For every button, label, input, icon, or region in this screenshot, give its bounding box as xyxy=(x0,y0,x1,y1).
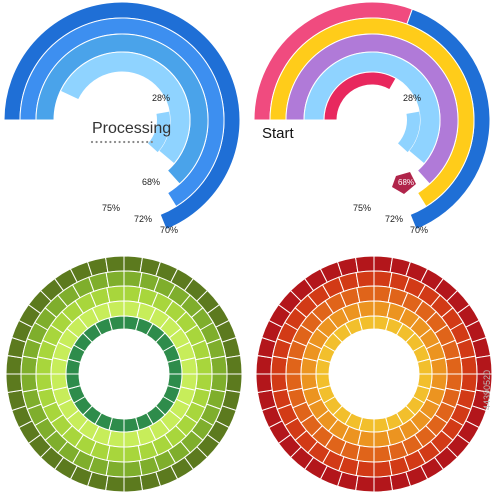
green-wheel-segment xyxy=(20,373,38,393)
red-wheel-segment xyxy=(373,460,393,478)
red-wheel-segment xyxy=(255,354,273,375)
processing-label-68: 68% xyxy=(142,177,160,187)
start-label-70: 70% xyxy=(410,225,428,235)
red-wheel-segment xyxy=(373,429,391,448)
processing-dot xyxy=(90,140,94,144)
green-wheel-segment xyxy=(195,356,213,375)
red-wheel-segment xyxy=(373,445,392,463)
green-wheel-segment xyxy=(225,373,243,394)
processing-label-72: 72% xyxy=(134,214,152,224)
start-arc-red xyxy=(323,71,397,121)
processing-dot xyxy=(136,140,140,144)
red-wheel-segment xyxy=(255,373,273,394)
red-wheel-segment xyxy=(357,300,375,319)
green-wheel-segment xyxy=(50,373,69,391)
red-wheel-segment xyxy=(285,373,303,392)
processing-dot xyxy=(146,140,149,144)
red-segmented-wheel xyxy=(255,255,493,493)
processing-label-70: 70% xyxy=(160,225,178,235)
green-wheel-segment xyxy=(123,445,142,463)
start-label-75: 75% xyxy=(353,203,371,213)
processing-dot xyxy=(100,140,103,144)
green-wheel-segment xyxy=(20,355,38,375)
processing-dot xyxy=(127,140,130,144)
green-wheel-segment xyxy=(35,373,53,392)
green-wheel-segment xyxy=(106,285,125,303)
processing-gauge: Processing 28% 68% 75% 72% 70% xyxy=(3,1,241,235)
green-wheel-segment xyxy=(107,300,125,319)
green-wheel-segment xyxy=(5,373,23,394)
red-wheel-segment xyxy=(270,355,288,375)
green-wheel-segment xyxy=(105,460,125,478)
start-label-68: 68% xyxy=(398,178,414,187)
green-wheel-segment xyxy=(179,357,198,375)
red-wheel-segment xyxy=(300,373,319,391)
processing-dot xyxy=(95,140,98,144)
red-wheel-segment xyxy=(416,358,433,375)
green-wheel-segment xyxy=(104,255,125,273)
watermark-number: 44390520 xyxy=(482,370,492,410)
green-wheel-segment xyxy=(123,255,144,273)
red-wheel-segment xyxy=(429,357,448,375)
green-wheel-segment xyxy=(105,270,125,288)
green-wheel-segment xyxy=(166,358,183,375)
green-wheel-segment xyxy=(123,429,141,448)
red-wheel-segment xyxy=(355,460,375,478)
processing-dot xyxy=(109,140,112,144)
processing-inner-arc xyxy=(148,111,170,153)
green-wheel-segment xyxy=(104,475,125,493)
processing-dot xyxy=(141,140,144,144)
red-wheel-segment xyxy=(354,475,375,493)
start-gauge: Start 28% 68% 75% 72% 70% xyxy=(253,1,491,235)
red-wheel-segment xyxy=(270,373,288,393)
red-wheel-segment xyxy=(373,270,393,288)
red-wheel-segment xyxy=(460,373,478,393)
green-wheel-segment xyxy=(210,355,228,375)
processing-caption: Processing xyxy=(92,120,171,137)
processing-dot xyxy=(150,140,153,144)
green-segmented-wheel xyxy=(5,255,243,493)
processing-dot xyxy=(104,140,107,144)
processing-dot xyxy=(123,140,126,144)
start-inner-arc xyxy=(398,111,421,153)
start-label-28: 28% xyxy=(403,93,421,103)
red-wheel-segment xyxy=(356,285,375,303)
green-wheel-segment xyxy=(123,270,143,288)
red-wheel-segment xyxy=(355,270,375,288)
red-wheel-segment xyxy=(354,255,375,273)
green-wheel-segment xyxy=(123,460,143,478)
start-highlight-marker xyxy=(392,172,416,194)
start-caption: Start xyxy=(262,125,295,142)
processing-dot xyxy=(113,140,117,144)
start-label-72: 72% xyxy=(385,214,403,224)
green-wheel-segment xyxy=(5,354,23,375)
processing-dot xyxy=(132,140,135,144)
green-wheel-segment xyxy=(210,373,228,393)
processing-arc-3 xyxy=(59,51,191,165)
red-wheel-segment xyxy=(460,355,478,375)
processing-label-28: 28% xyxy=(152,93,170,103)
green-wheel-segment xyxy=(123,475,144,493)
processing-dots xyxy=(90,140,153,144)
green-wheel-segment xyxy=(225,354,243,375)
processing-dot xyxy=(118,140,121,144)
red-wheel-segment xyxy=(445,356,463,375)
processing-label-75: 75% xyxy=(102,203,120,213)
red-wheel-segment xyxy=(373,255,394,273)
red-wheel-segment xyxy=(373,475,394,493)
